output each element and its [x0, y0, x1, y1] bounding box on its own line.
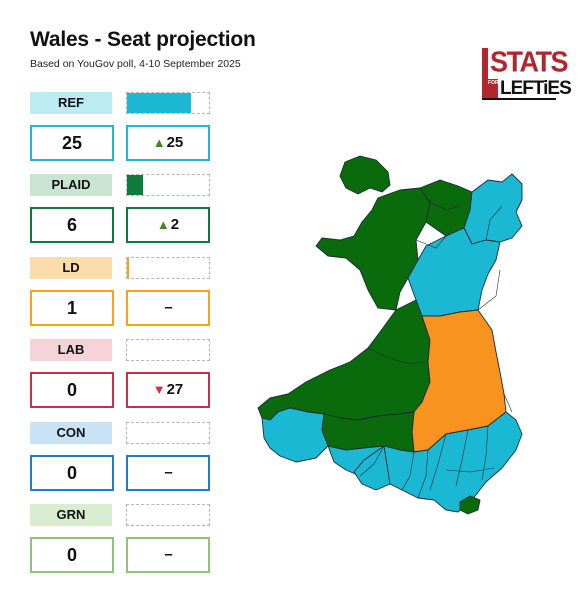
party-block-grn: GRN 0 –	[30, 504, 210, 586]
seat-count: 0	[30, 537, 114, 573]
seat-count: 0	[30, 372, 114, 408]
party-block-con: CON 0 –	[30, 422, 210, 504]
seat-change: –	[126, 290, 210, 326]
region-carmarthen	[321, 411, 415, 453]
seat-change-value: –	[164, 464, 173, 481]
seat-share-bar	[126, 174, 210, 196]
seat-change-value: 27	[166, 381, 184, 398]
seat-share-bar	[126, 339, 210, 361]
logo-for-text: FOR	[488, 79, 499, 98]
down-arrow-icon: ▼	[152, 382, 166, 397]
party-name: REF	[30, 92, 112, 114]
seat-share-fill	[127, 175, 143, 195]
party-name: PLAID	[30, 174, 112, 196]
logo-stats-text: STATS	[490, 46, 569, 78]
up-arrow-icon: ▲	[156, 217, 170, 232]
region-cardiff-plaid	[459, 495, 481, 515]
party-name: LAB	[30, 339, 112, 361]
seat-share-fill	[127, 93, 191, 113]
party-block-plaid: PLAID 6 ▲2	[30, 174, 210, 256]
seat-change-value: –	[164, 299, 173, 316]
seat-count: 6	[30, 207, 114, 243]
page-subtitle: Based on YouGov poll, 4-10 September 202…	[30, 58, 241, 70]
seat-change: ▲2	[126, 207, 210, 243]
party-block-ld: LD 1 –	[30, 257, 210, 339]
seat-count: 25	[30, 125, 114, 161]
region-north-east	[463, 173, 523, 245]
logo-lefties-text: LEFTiES	[500, 78, 572, 99]
seat-share-bar	[126, 504, 210, 526]
seat-share-fill	[127, 258, 130, 278]
seat-change: –	[126, 537, 210, 573]
party-name: GRN	[30, 504, 112, 526]
seat-change-value: 2	[170, 216, 180, 233]
seat-share-bar	[126, 92, 210, 114]
seat-change: ▼27	[126, 372, 210, 408]
stats-for-lefties-logo: STATS FOR LEFTiES	[482, 47, 572, 102]
up-arrow-icon: ▲	[152, 135, 166, 150]
seat-change-value: 25	[166, 134, 184, 151]
party-name: LD	[30, 257, 112, 279]
party-block-lab: LAB 0 ▼27	[30, 339, 210, 421]
seat-change: –	[126, 455, 210, 491]
seat-share-bar	[126, 257, 210, 279]
party-name: CON	[30, 422, 112, 444]
wales-constituency-map	[257, 155, 523, 515]
region-mid-west	[257, 299, 431, 421]
seat-change: ▲25	[126, 125, 210, 161]
seat-count: 0	[30, 455, 114, 491]
region-wrexham-powys	[407, 227, 501, 317]
page-title: Wales - Seat projection	[30, 28, 256, 51]
seat-share-bar	[126, 422, 210, 444]
seat-change-value: –	[164, 546, 173, 563]
seat-count: 1	[30, 290, 114, 326]
party-block-ref: REF 25 ▲25	[30, 92, 210, 174]
region-anglesey	[339, 155, 391, 195]
region-gower	[353, 445, 391, 491]
